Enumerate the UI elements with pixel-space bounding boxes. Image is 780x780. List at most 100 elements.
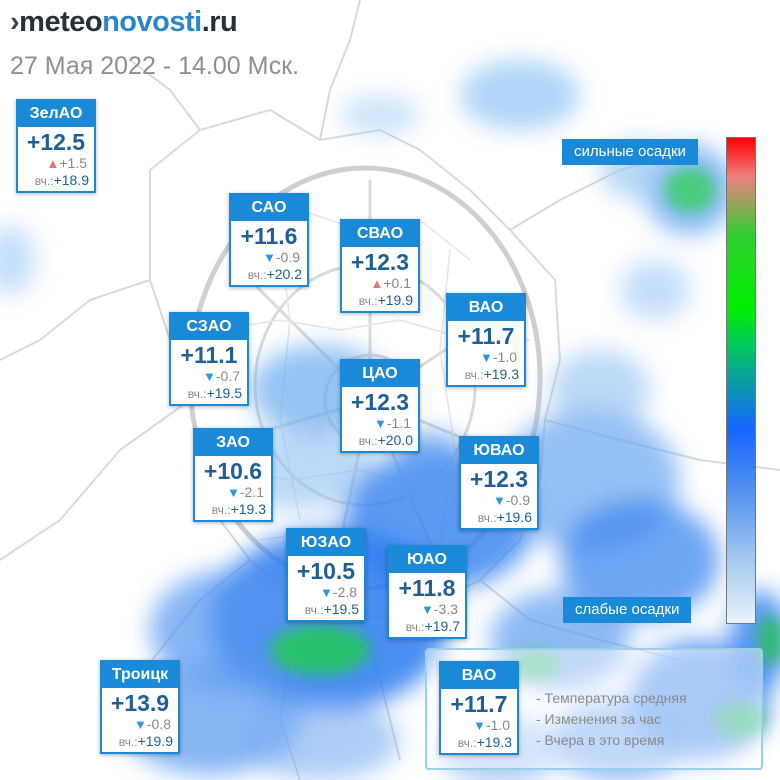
precipitation-color-scale	[726, 137, 756, 624]
legend-example-card: ВАО +11.7 ▼-1.0 вч.:+19.3	[439, 661, 519, 755]
district-name: Троицк	[102, 662, 178, 688]
triangle-down-icon: ▼	[320, 585, 333, 600]
scale-label-light: слабые осадки	[563, 597, 692, 623]
hourly-change-value: -0.7	[215, 368, 240, 384]
hourly-change-value: -1.0	[485, 717, 510, 733]
district-card-sao[interactable]: САО +11.6 ▼-0.9 вч.:+20.2	[229, 193, 309, 287]
yesterday-temperature: вч.:+19.7	[389, 618, 465, 636]
triangle-up-icon: ▲	[370, 276, 384, 291]
yesterday-label: вч.:	[358, 434, 378, 448]
hourly-change: ▼-3.3	[389, 601, 465, 618]
triangle-down-icon: ▼	[480, 350, 493, 365]
district-name: ЗелАО	[18, 101, 94, 127]
district-temperature: +11.8	[398, 575, 456, 601]
yesterday-label: вч.:	[477, 511, 497, 525]
district-card-vao[interactable]: ВАО +11.7 ▼-1.0 вч.:+19.3	[446, 293, 526, 387]
yesterday-value: +19.3	[476, 734, 512, 750]
hourly-change-value: -2.1	[239, 484, 264, 500]
district-card-zao[interactable]: ЗАО +10.6 ▼-2.1 вч.:+19.3	[193, 428, 273, 522]
hourly-change-value: -1.0	[492, 349, 517, 365]
hourly-change: ▼-0.9	[461, 492, 537, 509]
district-card-yuao[interactable]: ЮАО +11.8 ▼-3.3 вч.:+19.7	[387, 545, 467, 639]
triangle-down-icon: ▼	[134, 717, 147, 732]
district-temperature: +11.7	[457, 323, 515, 349]
legend-explanations: - Температура средняя - Изменения за час…	[536, 688, 687, 751]
district-temperature: +12.3	[469, 466, 529, 492]
triangle-down-icon: ▼	[227, 485, 240, 500]
hourly-change: ▼-1.0	[441, 717, 517, 734]
yesterday-label: вч.:	[34, 174, 54, 188]
yesterday-label: вч.:	[405, 620, 425, 634]
hourly-change-value: -1.1	[386, 415, 411, 431]
yesterday-temperature: вч.:+19.9	[342, 292, 418, 310]
logo-text-meteo: meteo	[19, 6, 103, 38]
legend-line-yesterday: - Вчера в это время	[536, 732, 665, 748]
hourly-change-value: +1.5	[59, 155, 87, 171]
district-name: СЗАО	[171, 314, 247, 340]
yesterday-temperature: вч.:+18.9	[18, 172, 94, 190]
yesterday-value: +20.2	[266, 266, 302, 282]
district-name: ЦАО	[342, 361, 418, 387]
yesterday-label: вч.:	[358, 294, 378, 308]
district-card-szao[interactable]: СЗАО +11.1 ▼-0.7 вч.:+19.5	[169, 312, 249, 406]
hourly-change: ▼-2.8	[288, 584, 364, 601]
district-card-yuvao[interactable]: ЮВАО +12.3 ▼-0.9 вч.:+19.6	[459, 436, 539, 530]
district-temperature: +13.9	[110, 690, 170, 716]
yesterday-temperature: вч.:+19.5	[288, 601, 364, 619]
district-temperature: +12.5	[26, 129, 86, 155]
hourly-change-value: -2.8	[332, 584, 357, 600]
hourly-change: ▲+0.1	[342, 275, 418, 292]
scale-label-heavy: сильные осадки	[562, 139, 698, 165]
district-card-zelao[interactable]: ЗелАО +12.5 ▲+1.5 вч.:+18.9	[16, 99, 96, 193]
yesterday-label: вч.:	[464, 368, 484, 382]
yesterday-value: +19.3	[483, 366, 519, 382]
triangle-down-icon: ▼	[203, 369, 216, 384]
yesterday-label: вч.:	[457, 736, 477, 750]
hourly-change: ▼-1.1	[342, 415, 418, 432]
district-name: ВАО	[441, 663, 517, 689]
triangle-down-icon: ▼	[473, 718, 486, 733]
yesterday-value: +19.7	[424, 618, 460, 634]
district-card-troitsk[interactable]: Троицк +13.9 ▼-0.8 вч.:+19.9	[100, 660, 180, 754]
district-card-cao[interactable]: ЦАО +12.3 ▼-1.1 вч.:+20.0	[340, 359, 420, 453]
district-temperature: +12.3	[350, 249, 410, 275]
yesterday-value: +20.0	[377, 432, 413, 448]
legend-panel: ВАО +11.7 ▼-1.0 вч.:+19.3 - Температура …	[425, 648, 763, 770]
hourly-change-value: +0.1	[383, 275, 411, 291]
heavy-precipitation	[270, 168, 780, 738]
yesterday-label: вч.:	[304, 603, 324, 617]
hourly-change: ▼-2.1	[195, 484, 271, 501]
yesterday-value: +19.5	[206, 385, 242, 401]
hourly-change-value: -0.9	[275, 249, 300, 265]
district-card-yuzao[interactable]: ЮЗАО +10.5 ▼-2.8 вч.:+19.5	[286, 528, 366, 622]
district-temperature: +11.1	[180, 342, 238, 368]
hourly-change-value: -0.8	[146, 716, 171, 732]
hourly-change-value: -0.9	[505, 492, 530, 508]
yesterday-temperature: вч.:+20.0	[342, 432, 418, 450]
logo-chevron-icon: ›	[10, 6, 20, 38]
yesterday-label: вч.:	[118, 735, 138, 749]
triangle-up-icon: ▲	[46, 156, 60, 171]
yesterday-label: вч.:	[211, 503, 231, 517]
triangle-down-icon: ▼	[374, 416, 387, 431]
district-temperature: +10.5	[296, 558, 356, 584]
district-name: САО	[231, 195, 307, 221]
yesterday-value: +19.5	[323, 601, 359, 617]
district-temperature: +11.7	[450, 691, 508, 717]
district-card-svao[interactable]: СВАО +12.3 ▲+0.1 вч.:+19.9	[340, 219, 420, 313]
yesterday-value: +19.9	[377, 292, 413, 308]
district-name: СВАО	[342, 221, 418, 247]
logo-text-novosti: novosti	[102, 6, 202, 38]
yesterday-temperature: вч.:+19.5	[171, 385, 247, 403]
yesterday-value: +19.9	[137, 733, 173, 749]
site-logo[interactable]: ›meteonovosti.ru	[10, 6, 238, 39]
triangle-down-icon: ▼	[421, 602, 434, 617]
district-temperature: +11.6	[240, 223, 298, 249]
yesterday-temperature: вч.:+19.6	[461, 509, 537, 527]
hourly-change: ▲+1.5	[18, 155, 94, 172]
legend-line-average-temp: - Температура средняя	[536, 690, 687, 706]
hourly-change: ▼-0.9	[231, 249, 307, 266]
yesterday-value: +18.9	[53, 172, 89, 188]
hourly-change-value: -3.3	[433, 601, 458, 617]
